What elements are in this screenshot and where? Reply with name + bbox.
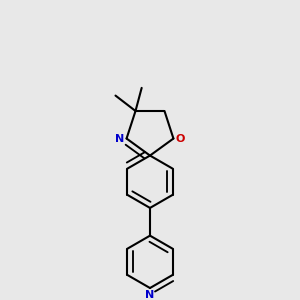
- Text: O: O: [176, 134, 185, 143]
- Text: N: N: [115, 134, 124, 143]
- Text: N: N: [146, 290, 154, 300]
